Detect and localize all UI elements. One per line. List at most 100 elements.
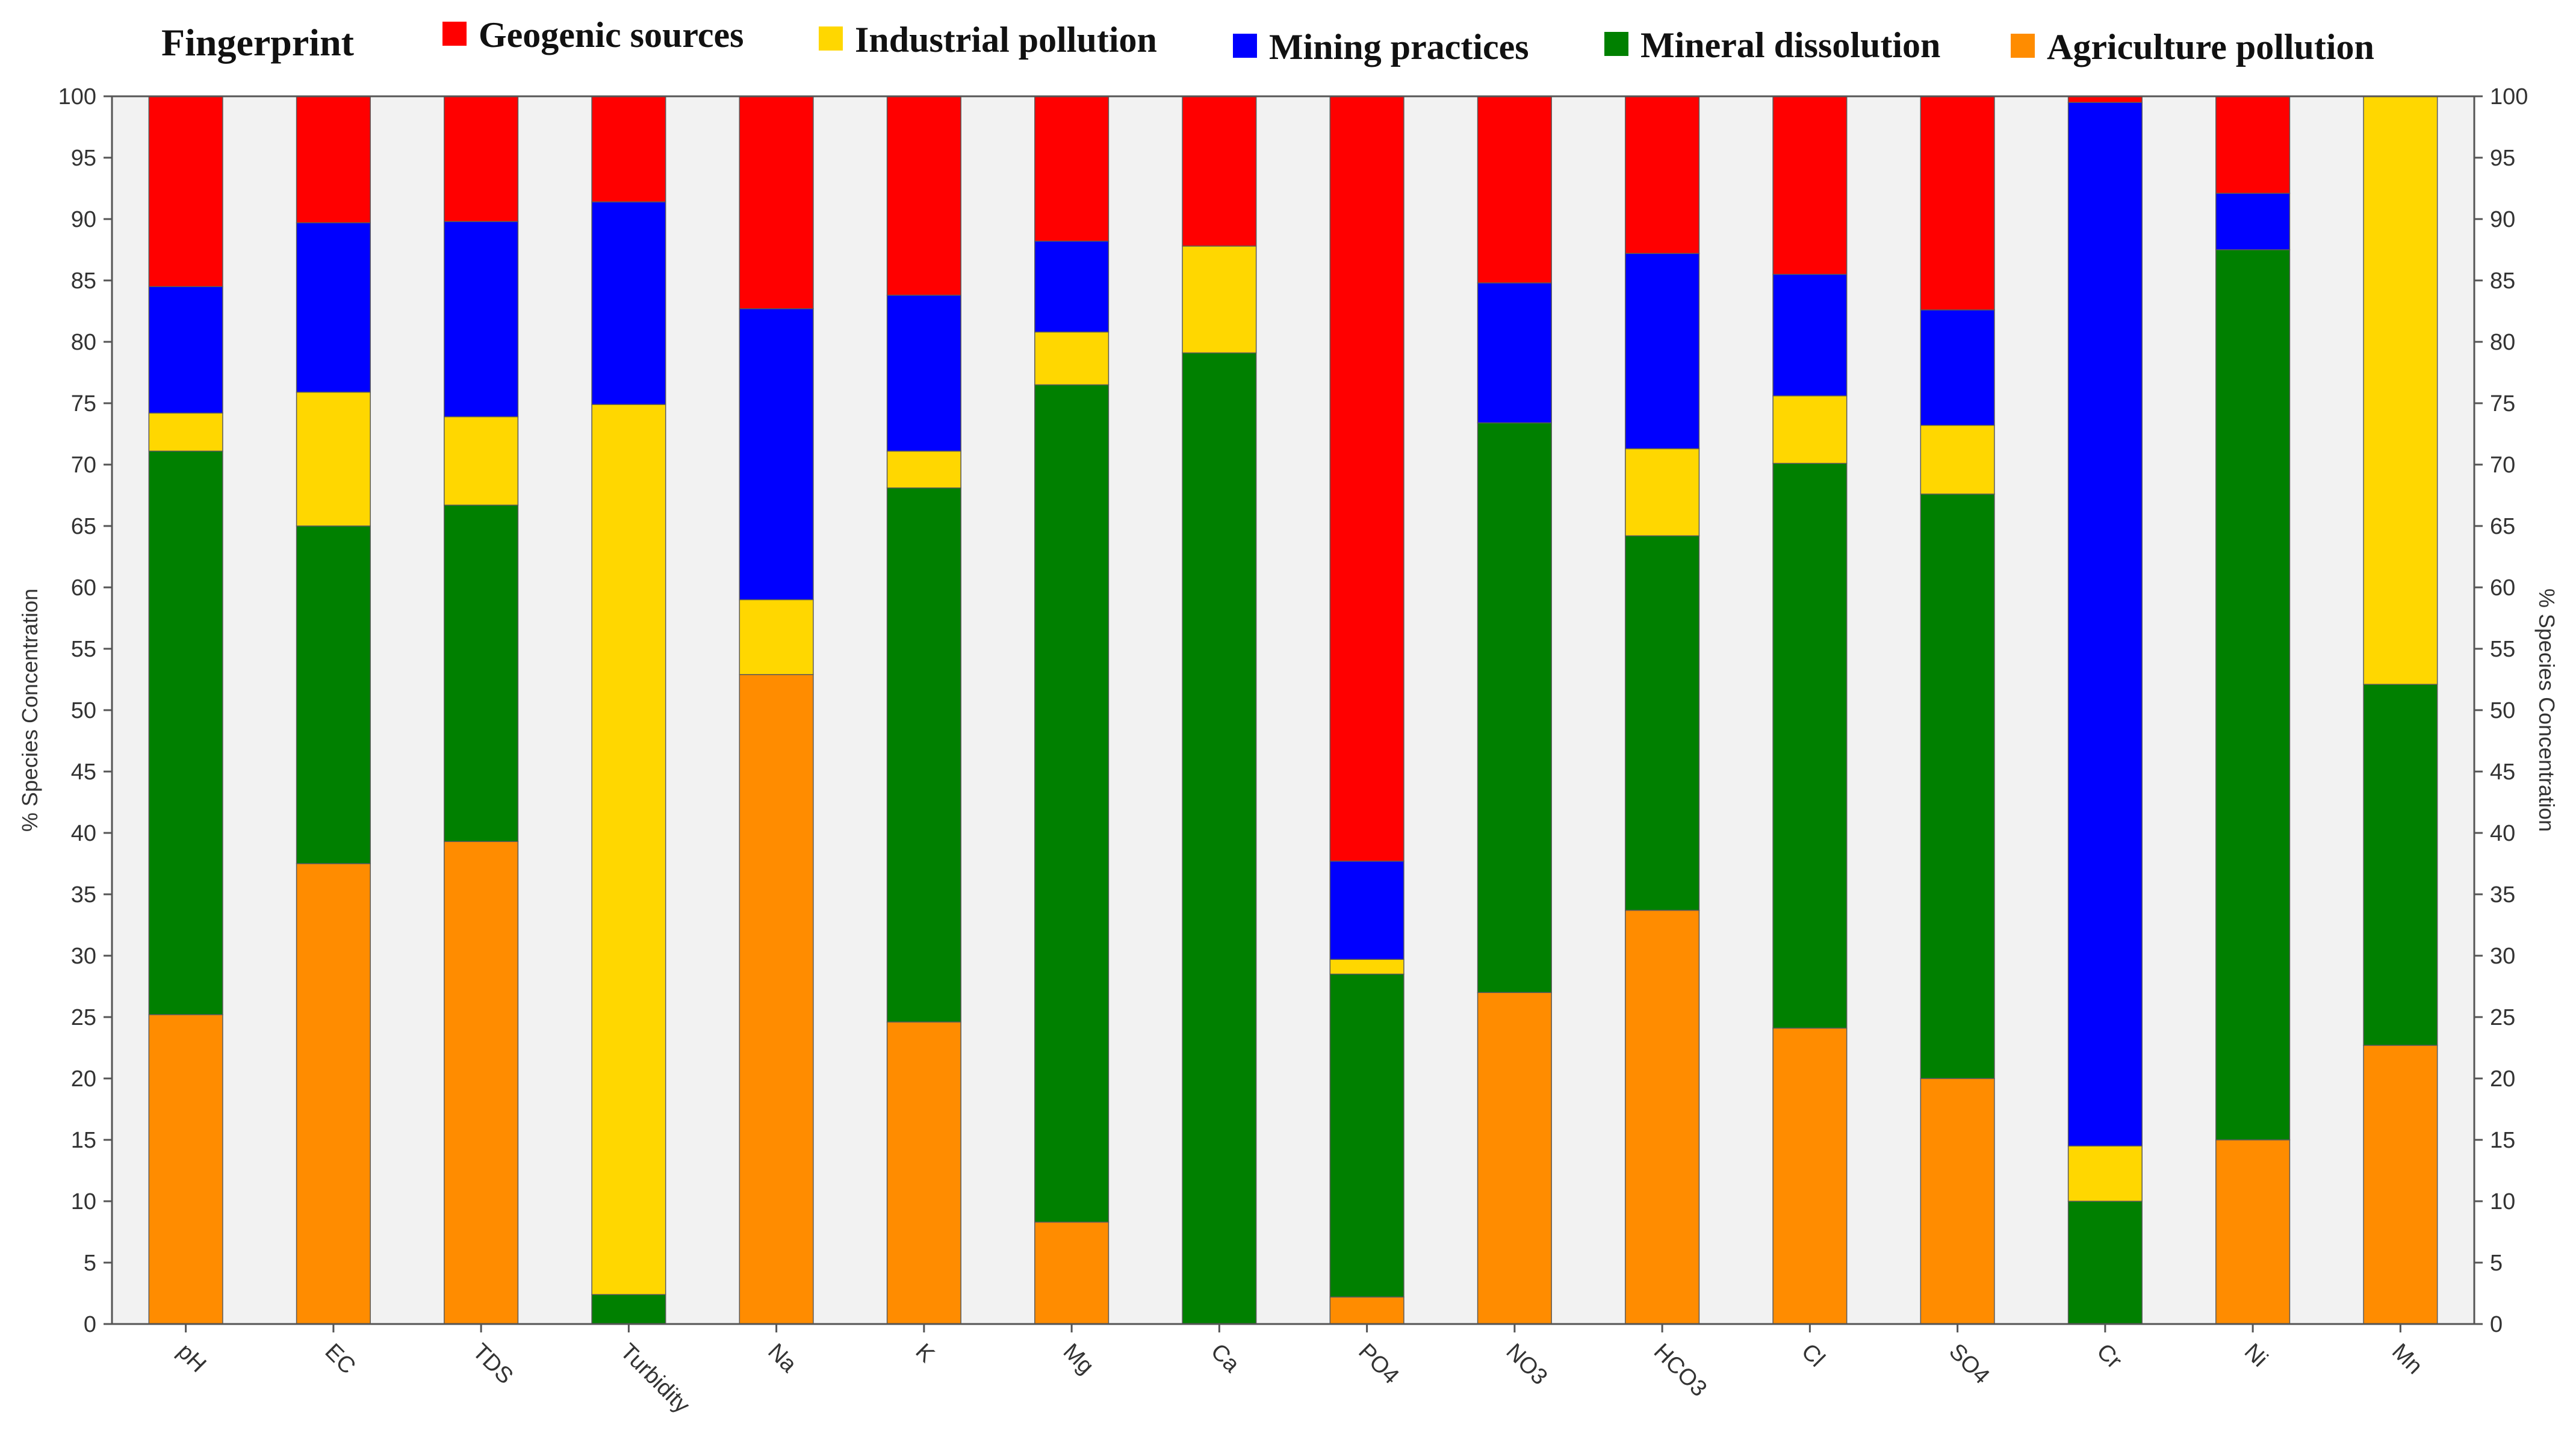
bar-segment-12-1 (1920, 493, 1995, 1079)
y-tick-label-right-11: 55 (2490, 637, 2515, 662)
legend: Geogenic sources Industrial pollution Mini… (442, 15, 2374, 67)
y-tick-label-left-11: 55 (71, 637, 96, 662)
bar-segment-7-4 (1182, 96, 1257, 247)
y-axis-title-right: % Species Concentration (2534, 589, 2559, 832)
bar-segment-15-0 (2363, 1045, 2438, 1325)
x-tick-label-1: EC (320, 1339, 361, 1379)
bar-segment-10-3 (1625, 253, 1700, 450)
bar-segment-8-4 (1329, 96, 1404, 862)
legend-swatch-1 (819, 26, 843, 51)
bar-segment-2-0 (444, 841, 519, 1325)
y-tick-label-right-14: 70 (2490, 453, 2515, 478)
x-tick-label-5: K (911, 1339, 940, 1368)
bar-segment-14-0 (2215, 1139, 2291, 1325)
y-tick-label-left-18: 90 (71, 207, 96, 232)
y-tick-label-right-13: 65 (2490, 514, 2515, 539)
bar-segment-9-3 (1477, 282, 1552, 424)
bar-segment-15-1 (2363, 684, 2438, 1046)
legend-swatch-4 (2011, 34, 2035, 58)
bar-segment-1-1 (296, 525, 371, 864)
bar-segment-11-3 (1772, 274, 1848, 397)
bar-segment-14-1 (2215, 249, 2291, 1140)
bar-segment-11-4 (1772, 96, 1848, 275)
y-tick-label-left-14: 70 (71, 453, 96, 478)
bar-segment-5-4 (886, 96, 961, 296)
y-tick-label-left-1: 5 (84, 1251, 96, 1276)
bar-segment-3-3 (591, 201, 666, 405)
legend-label-1: Industrial pollution (855, 20, 1157, 60)
bar-segment-8-3 (1329, 861, 1404, 960)
x-tick-label-15: Mn (2387, 1339, 2427, 1379)
bars-layer (148, 96, 2438, 1325)
bar-segment-2-4 (444, 96, 519, 222)
legend-swatch-2 (1233, 34, 1257, 58)
y-tick-label-left-15: 75 (71, 391, 96, 416)
bar-segment-1-2 (296, 391, 371, 527)
x-tick-label-8: PO4 (1353, 1339, 1403, 1389)
bar-segment-6-4 (1034, 96, 1110, 242)
y-tick-label-left-8: 40 (71, 821, 96, 846)
x-tick-label-3: Turbidity (615, 1339, 695, 1418)
y-tick-label-left-19: 95 (71, 146, 96, 171)
bar-segment-14-4 (2215, 96, 2291, 194)
y-tick-label-left-6: 30 (71, 944, 96, 969)
bar-segment-0-0 (148, 1014, 223, 1325)
bar-segment-8-0 (1329, 1296, 1404, 1325)
y-tick-label-right-16: 80 (2490, 330, 2515, 355)
y-tick-label-right-15: 75 (2490, 391, 2515, 416)
bar-segment-13-4 (2067, 96, 2143, 103)
bar-segment-0-3 (148, 286, 223, 414)
bar-segment-7-2 (1182, 246, 1257, 354)
bar-segment-9-4 (1477, 96, 1552, 283)
bar-segment-3-2 (591, 404, 666, 1295)
y-tick-label-left-0: 0 (84, 1312, 96, 1337)
bar-segment-0-2 (148, 412, 223, 452)
y-tick-label-right-19: 95 (2490, 146, 2515, 171)
legend-swatch-3 (1604, 32, 1628, 56)
y-tick-label-right-17: 85 (2490, 268, 2515, 294)
y-tick-label-left-13: 65 (71, 514, 96, 539)
y-tick-label-right-1: 5 (2490, 1251, 2503, 1276)
bar-segment-2-3 (444, 221, 519, 418)
bar-segment-3-4 (591, 96, 666, 203)
bar-segment-5-0 (886, 1021, 961, 1325)
legend-label-2: Mining practices (1269, 27, 1529, 67)
bar-segment-9-0 (1477, 992, 1552, 1325)
bar-segment-1-3 (296, 222, 371, 393)
bar-segment-1-4 (296, 96, 371, 223)
bar-segment-2-2 (444, 416, 519, 506)
x-tick-label-4: Na (763, 1339, 802, 1378)
y-tick-label-left-12: 60 (71, 575, 96, 601)
bar-segment-11-0 (1772, 1027, 1848, 1325)
y-tick-label-right-6: 30 (2490, 944, 2515, 969)
bar-segment-13-1 (2067, 1201, 2143, 1325)
legend-label-3: Mineral dissolution (1640, 25, 1940, 65)
y-tick-label-right-8: 40 (2490, 821, 2515, 846)
bar-segment-4-0 (739, 674, 814, 1325)
legend-label-4: Agriculture pollution (2047, 27, 2374, 67)
y-tick-label-right-10: 50 (2490, 698, 2515, 723)
bar-segment-5-1 (886, 487, 961, 1022)
bar-segment-7-1 (1182, 352, 1257, 1325)
bar-segment-6-0 (1034, 1221, 1110, 1325)
y-tick-label-left-20: 100 (58, 84, 96, 110)
y-tick-label-right-12: 60 (2490, 575, 2515, 601)
y-tick-label-left-10: 50 (71, 698, 96, 723)
bar-segment-11-2 (1772, 395, 1848, 464)
y-tick-label-right-20: 100 (2490, 84, 2528, 110)
x-tick-label-7: Ca (1206, 1339, 1245, 1378)
y-tick-label-left-7: 35 (71, 882, 96, 908)
y-tick-label-right-0: 0 (2490, 1312, 2503, 1337)
x-tick-labels: pH EC TDS Turbidity Na K Mg Ca PO4 NO3 HCO3 Cl SO4 Cr… (172, 1324, 2427, 1418)
legend-swatch-0 (442, 22, 467, 46)
bar-segment-4-2 (739, 599, 814, 675)
bar-segment-4-3 (739, 308, 814, 601)
y-tick-label-left-17: 85 (71, 268, 96, 294)
x-tick-label-6: Mg (1058, 1339, 1099, 1379)
bar-segment-13-3 (2067, 102, 2143, 1146)
chart-title: Fingerprint (161, 21, 355, 64)
bar-segment-6-3 (1034, 240, 1110, 333)
y-tick-label-left-4: 20 (71, 1066, 96, 1092)
